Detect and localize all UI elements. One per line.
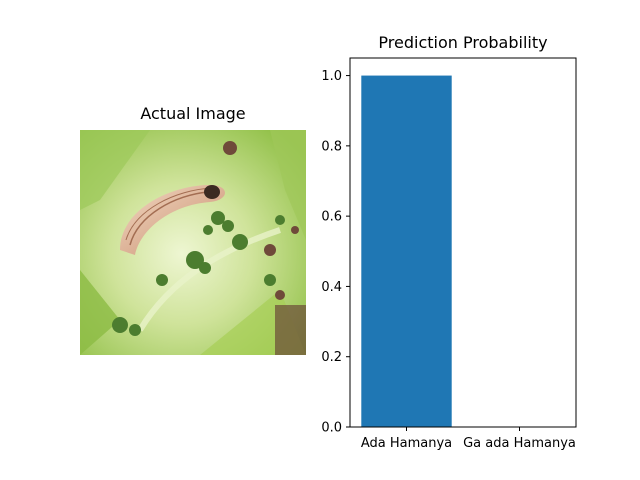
axes-frame: [349, 57, 577, 428]
y-tick-label: 0.6: [321, 210, 342, 225]
y-tick-label: 1.0: [321, 69, 342, 84]
y-tick-label: 0.8: [321, 139, 342, 154]
bar: [361, 75, 452, 428]
actual-image: [80, 130, 306, 355]
x-tick-label: Ga ada Hamanya: [463, 436, 576, 451]
chart-title: Prediction Probability: [378, 33, 548, 52]
y-tick-label: 0.4: [321, 280, 342, 295]
x-tick-label: Ada Hamanya: [361, 436, 452, 451]
y-tick-label: 0.2: [321, 350, 342, 365]
y-tick-label: 0.0: [321, 421, 342, 436]
image-title: Actual Image: [140, 104, 246, 123]
